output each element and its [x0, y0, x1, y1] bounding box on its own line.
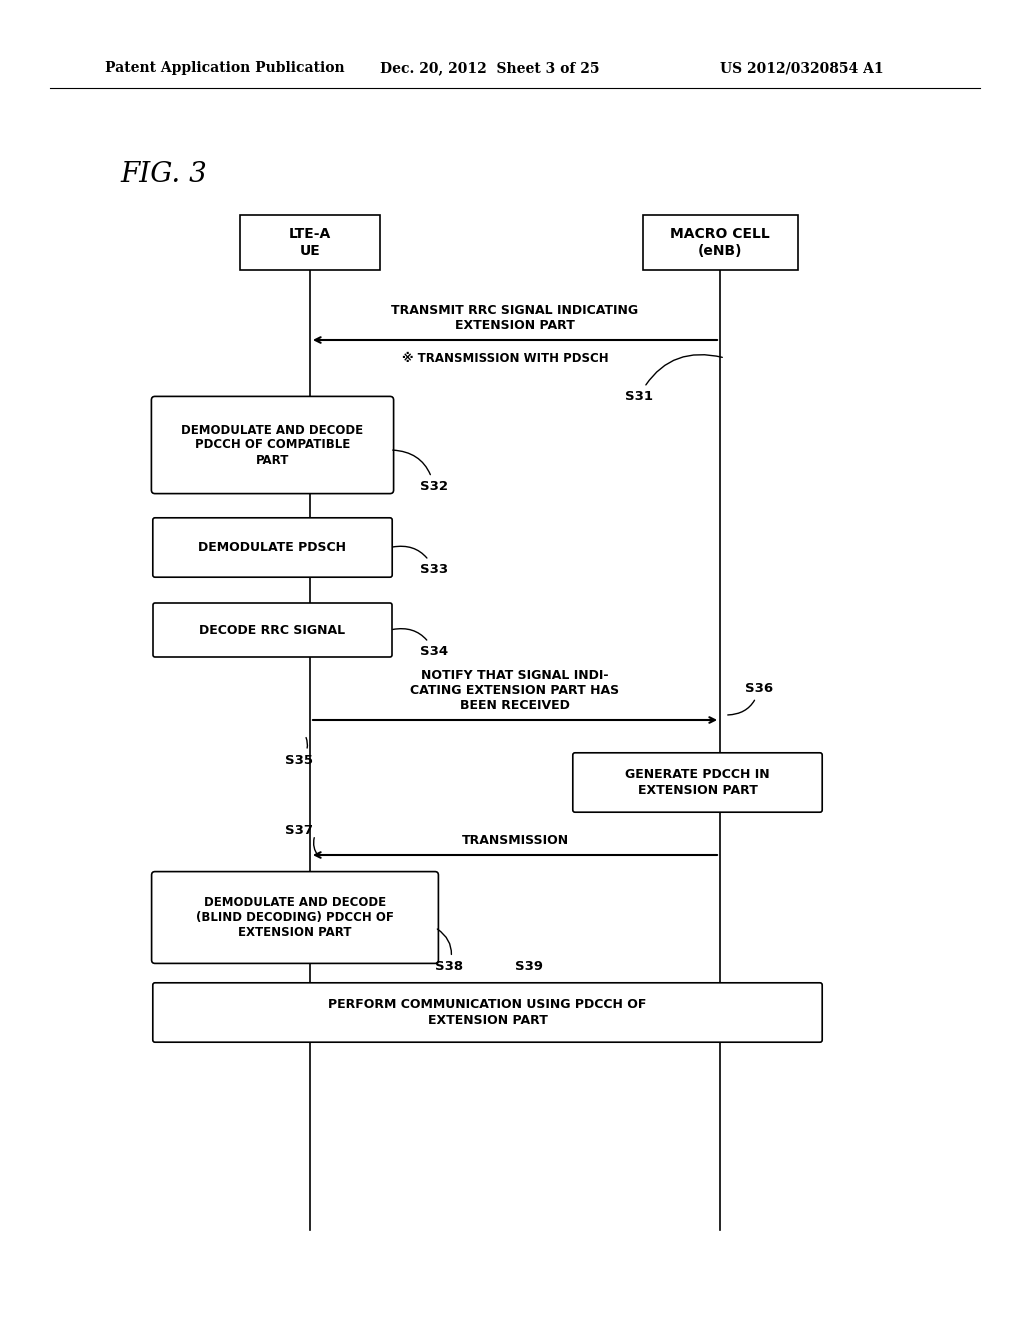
FancyBboxPatch shape	[152, 871, 438, 964]
Text: Dec. 20, 2012  Sheet 3 of 25: Dec. 20, 2012 Sheet 3 of 25	[380, 61, 599, 75]
Text: DECODE RRC SIGNAL: DECODE RRC SIGNAL	[200, 623, 345, 636]
Text: GENERATE PDCCH IN
EXTENSION PART: GENERATE PDCCH IN EXTENSION PART	[626, 768, 770, 796]
Text: NOTIFY THAT SIGNAL INDI-
CATING EXTENSION PART HAS
BEEN RECEIVED: NOTIFY THAT SIGNAL INDI- CATING EXTENSIO…	[411, 669, 620, 711]
FancyBboxPatch shape	[240, 215, 380, 271]
Text: MACRO CELL
(eNB): MACRO CELL (eNB)	[670, 227, 770, 257]
Text: US 2012/0320854 A1: US 2012/0320854 A1	[720, 61, 884, 75]
Text: DEMODULATE PDSCH: DEMODULATE PDSCH	[199, 541, 346, 554]
Text: S37: S37	[285, 824, 313, 837]
FancyBboxPatch shape	[643, 215, 798, 271]
FancyBboxPatch shape	[152, 396, 393, 494]
Text: FIG. 3: FIG. 3	[120, 161, 207, 189]
Text: TRANSMISSION: TRANSMISSION	[462, 834, 568, 847]
Text: Patent Application Publication: Patent Application Publication	[105, 61, 345, 75]
FancyBboxPatch shape	[572, 752, 822, 812]
FancyBboxPatch shape	[153, 603, 392, 657]
Text: S36: S36	[728, 682, 773, 715]
Text: S35: S35	[285, 738, 313, 767]
Text: S32: S32	[393, 450, 449, 492]
Text: DEMODULATE AND DECODE
(BLIND DECODING) PDCCH OF
EXTENSION PART: DEMODULATE AND DECODE (BLIND DECODING) P…	[196, 896, 394, 939]
Text: S31: S31	[625, 355, 722, 403]
Text: PERFORM COMMUNICATION USING PDCCH OF
EXTENSION PART: PERFORM COMMUNICATION USING PDCCH OF EXT…	[329, 998, 647, 1027]
Text: S38: S38	[435, 929, 463, 973]
Text: DEMODULATE AND DECODE
PDCCH OF COMPATIBLE
PART: DEMODULATE AND DECODE PDCCH OF COMPATIBL…	[181, 424, 364, 466]
Text: S39: S39	[515, 960, 543, 973]
FancyBboxPatch shape	[153, 983, 822, 1043]
Text: S33: S33	[393, 546, 449, 576]
FancyBboxPatch shape	[153, 517, 392, 577]
Text: LTE-A
UE: LTE-A UE	[289, 227, 331, 257]
Text: ※ TRANSMISSION WITH PDSCH: ※ TRANSMISSION WITH PDSCH	[401, 352, 608, 366]
Text: S34: S34	[393, 628, 449, 657]
Text: TRANSMIT RRC SIGNAL INDICATING
EXTENSION PART: TRANSMIT RRC SIGNAL INDICATING EXTENSION…	[391, 304, 639, 333]
